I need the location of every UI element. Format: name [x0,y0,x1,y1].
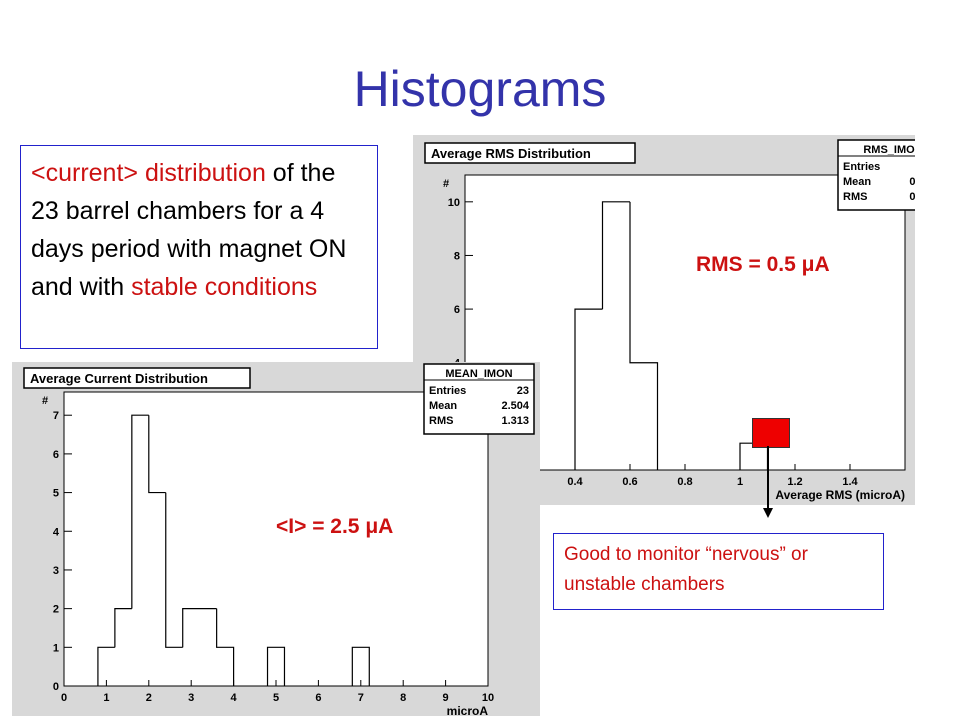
rms-histogram-chart: Average RMS Distribution 0.4 0.6 0.8 1 1.2 1.4… [424,139,915,502]
outlier-marker [752,418,790,448]
cur-xtick-label-8: 8 [400,692,406,704]
rms-bar-2 [630,363,658,470]
rms-xlabel: Average RMS (microA) [775,488,905,502]
rms-xtick-label-4: 1.2 [787,476,802,488]
cur-title-box [23,367,251,389]
note-highlight-current: <current> distribution [31,159,266,187]
cur-ytick-label-2: 2 [53,604,59,616]
rms-ytick-label-1: 6 [454,304,460,316]
cur-ylabel: # [42,395,48,407]
cur-xtick-label-3: 3 [188,692,194,704]
rms-histogram-outline [574,201,769,470]
monitor-note-box: Good to monitor “nervous” or unstable ch… [553,533,884,610]
cur-histogram-outline [97,414,370,686]
cur-ytick-label-6: 6 [53,449,59,461]
cur-xlabel: microA [447,704,489,716]
marker-arrow [763,446,773,518]
rms-xtick-label-5: 1.4 [842,476,858,488]
rms-xtick-label-2: 0.8 [677,476,692,488]
rms-xtick-label-1: 0.6 [622,476,637,488]
cur-stats-key-1: Mean [429,400,457,412]
rms-bar-0 [575,309,603,470]
cur-bar-5 [183,609,217,686]
cur-ytick-label-1: 1 [53,642,59,654]
cur-ytick-label-7: 7 [53,410,59,422]
cur-stats-value-0: 23 [517,385,529,397]
cur-xtick-label-10: 10 [482,692,494,704]
cur-ytick-label-3: 3 [53,565,59,577]
cur-xtick-label-9: 9 [443,692,449,704]
rms-stats-value-1: 0.5087 [909,176,915,188]
rms-ytick-label-3: 10 [448,197,460,209]
mean-annotation: <I> = 2.5 μA [276,515,394,538]
cur-bar-2 [132,415,149,686]
cur-plot-area [63,391,489,687]
rms-stats-key-1: Mean [843,176,871,188]
cur-xtick-label-6: 6 [315,692,321,704]
cur-ytick-label-5: 5 [53,488,59,500]
cur-xtick-label-0: 0 [61,692,67,704]
slide-title: Histograms [353,61,607,117]
cur-stats-key-2: RMS [429,415,453,427]
cur-title: Average Current Distribution [30,371,208,386]
rms-title-box [424,142,636,164]
cur-bar-3 [149,493,166,686]
cur-xtick-label-1: 1 [103,692,109,704]
rms-stats-box [837,139,915,211]
cur-bar-4 [166,647,183,686]
rms-ytick-label-2: 8 [454,250,460,262]
cur-xtick-label-7: 7 [358,692,364,704]
rms-xtick-label-3: 1 [737,476,743,488]
cur-stats-key-0: Entries [429,385,466,397]
cur-stats-value-2: 1.313 [501,415,529,427]
rms-histogram-panel: Average RMS Distribution 0.4 0.6 0.8 1 1.2 1.4… [413,135,915,505]
rms-stats-name: RMS_IMON [863,144,915,156]
rms-stats-value-2: 0.1586 [909,191,915,203]
cur-xtick-label-2: 2 [146,692,152,704]
rms-title: Average RMS Distribution [431,146,591,161]
rms-ylabel: # [443,178,449,190]
cur-ytick-label-4: 4 [53,526,60,538]
cur-stats-box [423,363,535,435]
cur-xtick-label-4: 4 [231,692,238,704]
rms-annotation: RMS = 0.5 μA [696,253,830,276]
note-text: of the 23 barrel chambers for a 4 days p… [31,159,347,301]
current-histogram-panel: Average Current Distribution 0 1 2 3 4 5 6 7 8 9 10… [12,362,540,716]
cur-stats-value-1: 2.504 [501,400,529,412]
cur-bar-6 [217,647,234,686]
rms-xtick-label-0: 0.4 [567,476,583,488]
cur-xtick-label-5: 5 [273,692,279,704]
cur-stats-name: MEAN_IMON [445,368,512,380]
rms-stats-key-2: RMS [843,191,867,203]
cur-ytick-label-0: 0 [53,681,59,693]
note-highlight-stable: stable conditions [131,273,318,301]
rms-bar-1 [603,202,631,470]
rms-stats-key-0: Entries [843,161,880,173]
description-box: <current> distribution of the 23 barrel … [20,145,378,349]
cur-bar-1 [115,609,132,686]
